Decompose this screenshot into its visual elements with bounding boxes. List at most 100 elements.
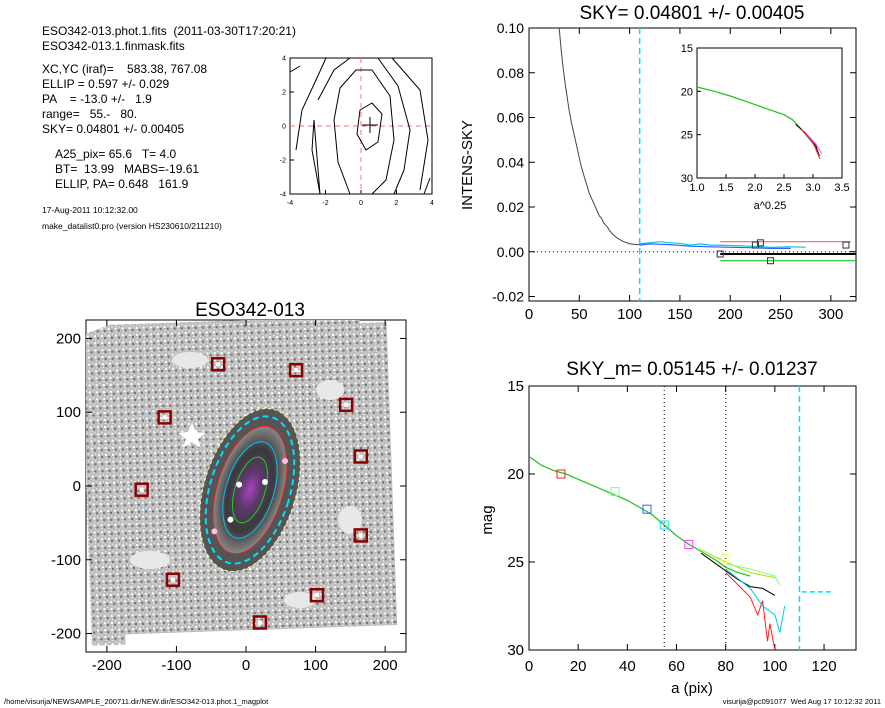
inset-ytick-label: 25 (681, 130, 693, 142)
image-blob (130, 551, 170, 569)
sky-plot-ylabel: INTENS-SKY (459, 120, 476, 210)
inset-xtick-label: 3.5 (834, 182, 849, 194)
sky-ytick-label: 0.00 (497, 244, 524, 260)
param-ellip: ELLIP = 0.597 +/- 0.029 (42, 77, 170, 91)
sky-xtick-label: 300 (818, 306, 843, 323)
mag-profile-curve (529, 455, 751, 577)
inset-xtick-label: 1.0 (689, 182, 704, 194)
sky-series-line (639, 241, 806, 248)
mask-square-marker (210, 357, 226, 372)
image-title: ESO342-013 (195, 300, 305, 321)
mask-square-center (170, 577, 175, 582)
image-blob (284, 592, 316, 608)
image-blob (338, 506, 362, 534)
sky-xtick-label: 50 (571, 306, 588, 323)
isophote-blue (222, 441, 278, 539)
image-ytick-label: 200 (56, 330, 81, 347)
sky-series-line (639, 243, 791, 249)
inset-xtick-label: 3.0 (805, 182, 820, 194)
mag-ytick-label: 25 (507, 554, 524, 571)
sky-xtick-label: 150 (667, 306, 692, 323)
sky-ytick-label: 0.02 (497, 199, 524, 215)
run-date: 17-Aug-2011 10:12:32.00 (42, 205, 138, 215)
mag-plot-xlabel: a (pix) (671, 680, 713, 697)
galaxy (199, 408, 301, 572)
contour-ytick-label: 4 (282, 56, 286, 63)
image-ytick-label: -200 (51, 626, 81, 643)
inset-tail-red (801, 129, 821, 160)
derived-bt: BT= 13.99 MABS=-19.61 (55, 162, 200, 176)
image-blob (172, 352, 208, 368)
sky-xtick-label: 250 (768, 306, 793, 323)
isophote-green (232, 456, 268, 524)
image-ytick-label: 100 (56, 404, 81, 421)
mag-xtick-label: 60 (668, 658, 685, 675)
image-xtick-label: 0 (242, 657, 250, 674)
mask-square-center (162, 415, 167, 420)
contour-level-4 (295, 57, 429, 191)
inset-ytick-label: 30 (681, 173, 693, 185)
inset-xtick-label: 1.5 (718, 182, 733, 194)
mask-square-center (257, 620, 262, 625)
inset-xtick-label: 2.0 (747, 182, 762, 194)
contour-level-1 (356, 102, 383, 151)
program-version: make_datalist0.pro (version HS230610/211… (42, 221, 222, 231)
footer-user: visurija@pc091077 Wed Aug 17 10:12:32 20… (722, 697, 881, 706)
image-xtick-label: -100 (161, 657, 191, 674)
inset-ytick-label: 20 (681, 86, 693, 98)
mag-xtick-label: 100 (762, 658, 787, 675)
mask-square-marker (165, 572, 181, 587)
param-sky: SKY= 0.04801 +/- 0.00405 (42, 122, 185, 136)
inset-xlabel: a^0.25 (754, 200, 787, 212)
mag-plot-title: SKY_m= 0.05145 +/- 0.01237 (566, 359, 817, 380)
sky-xtick-label: 200 (718, 306, 743, 323)
sky-plot-frame (528, 27, 857, 302)
mask-square-center (139, 487, 144, 492)
mask-dot (261, 479, 268, 486)
sky-square-marker (751, 241, 759, 249)
sky-square-marker (766, 257, 774, 265)
image-xtick-label: -200 (92, 657, 122, 674)
derived-ellip-pa: ELLIP, PA= 0.648 161.9 (55, 177, 189, 191)
sky-ytick-label: -0.02 (492, 289, 524, 305)
contour-plot: -4 -2 0 2 4 -4 -2 0 2 4 (280, 56, 434, 208)
sky-plot: SKY= 0.04801 +/- 0.00405 INTENS-SKY 0 50 1… (459, 3, 857, 323)
mag-ytick-label: 15 (507, 378, 524, 395)
mask-dot (211, 528, 218, 535)
inset-tail-magenta (803, 130, 823, 154)
sky-ytick-label: 0.06 (497, 110, 524, 126)
contour-level-2 (333, 69, 395, 195)
sky-inset: 1.0 1.5 2.0 2.5 3.0 3.5 15 20 25 30 a^0.25 (681, 43, 850, 212)
sky-ytick-label: 0.10 (497, 20, 524, 36)
mag-square-marker (684, 539, 694, 549)
contour-ytick-label: -2 (280, 158, 286, 165)
image-ytick-label: -100 (51, 552, 81, 569)
inset-frame (696, 47, 843, 179)
mask-square-center (294, 368, 299, 373)
derived-a25: A25_pix= 65.6 T= 4.0 (55, 147, 177, 161)
mask-dot (227, 516, 234, 523)
sky-xtick-label: 100 (617, 306, 642, 323)
mask-square-marker (252, 615, 268, 630)
contour-xtick-label: 4 (430, 200, 434, 207)
mag-xtick-label: 80 (717, 658, 734, 675)
footer-path: /home/visurija/NEWSAMPLE_200711.dir/NEW.… (4, 697, 269, 706)
mag-square-marker (556, 469, 566, 479)
mask-square-center (344, 402, 349, 407)
mag-xtick-label: 120 (812, 658, 837, 675)
sky-profile-line (558, 28, 640, 246)
mask-square-marker (157, 410, 172, 425)
mask-square-center (358, 454, 363, 459)
image-blob (316, 380, 344, 400)
sky-square-marker (842, 241, 850, 249)
mag-ytick-label: 30 (507, 642, 524, 659)
mask-dot (236, 481, 243, 488)
param-pa: PA = -13.0 +/- 1.9 (42, 92, 152, 106)
mag-plot-frame (528, 385, 857, 651)
inset-xtick-label: 2.5 (776, 182, 791, 194)
image-star (178, 423, 206, 448)
mag-tail-line (725, 563, 781, 586)
mag-tail-line (725, 568, 786, 633)
contour-ytick-label: 2 (282, 90, 286, 97)
mag-plot-ylabel: mag (479, 505, 496, 534)
